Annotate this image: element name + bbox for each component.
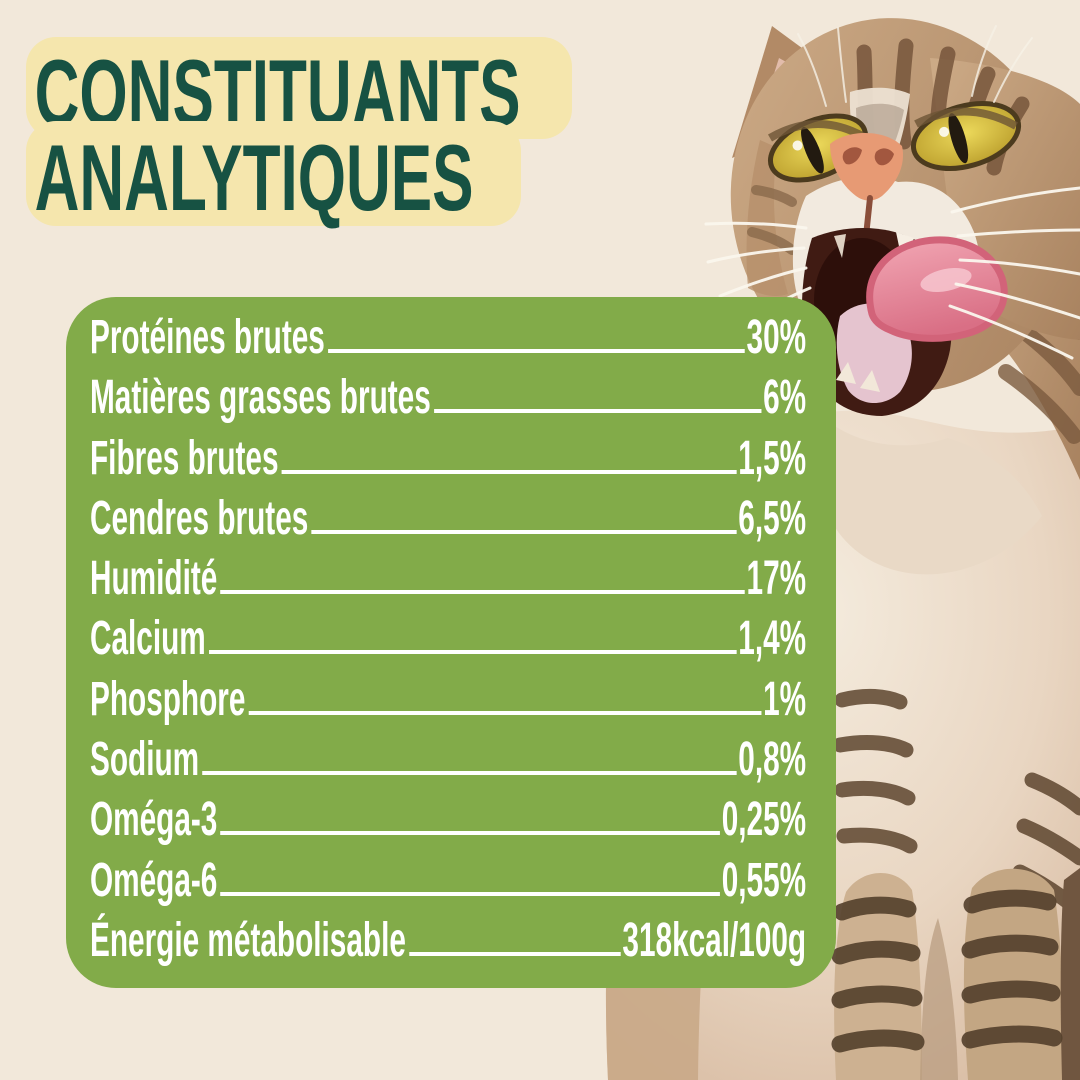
nutrient-row: Énergie métabolisable 318kcal/100g <box>90 913 807 967</box>
nutrient-value: 30% <box>746 311 807 364</box>
nutrient-row: Fibres brutes 1,5% <box>90 431 807 485</box>
nutrient-row: Humidité 17% <box>90 555 806 603</box>
nutrient-row: Cendres brutes 6,5% <box>90 491 807 545</box>
nutrient-row: Oméga-3 0,25% <box>90 796 806 844</box>
cat-nose <box>830 133 904 239</box>
nutrient-value: 6% <box>763 371 807 425</box>
nutrient-value: 6,5% <box>738 491 807 545</box>
nutrient-label: Énergie métabolisable <box>90 913 406 967</box>
nutrient-row: Protéines brutes 30% <box>90 314 806 362</box>
nutrient-label: Oméga-6 <box>90 853 218 907</box>
nutrient-label: Humidité <box>90 552 218 606</box>
rows: Protéines brutes 30% Matières grasses brut… <box>90 297 806 988</box>
nutrient-value: 17% <box>746 552 807 606</box>
nutrient-row: Phosphore 1% <box>90 672 807 726</box>
page-title-line2: ANALYTIQUES <box>34 124 474 230</box>
nutrient-label: Fibres brutes <box>90 431 279 485</box>
nutrient-value: 0,8% <box>738 733 807 787</box>
analytical-constituents-panel: Protéines brutes 30% Matières grasses brut… <box>66 297 836 988</box>
title-highlight-line2: ANALYTIQUES <box>26 121 521 226</box>
cat-tongue <box>866 236 1008 342</box>
nutrient-label: Cendres brutes <box>90 491 309 545</box>
flank-stripes <box>832 688 1080 918</box>
forehead-stripes <box>856 38 1030 176</box>
leader-line <box>220 590 745 595</box>
cat-left-eye <box>767 113 869 183</box>
nutrient-value: 318kcal/100g <box>622 913 807 967</box>
nutrient-row: Oméga-6 0,55% <box>90 853 807 907</box>
cat-legs <box>831 868 1080 1080</box>
nutrient-label: Phosphore <box>90 672 246 726</box>
nutrient-value: 1,5% <box>738 431 807 485</box>
leader-line <box>220 891 720 896</box>
nutrient-label: Protéines brutes <box>90 311 325 364</box>
leader-line <box>220 831 720 836</box>
nutrient-value: 1,4% <box>738 612 807 666</box>
nutrient-row: Matières grasses brutes 6% <box>90 374 806 422</box>
leader-line <box>433 409 762 414</box>
nutrient-value: 0,25% <box>721 793 807 847</box>
nutrient-label: Sodium <box>90 733 200 787</box>
leader-line <box>327 349 745 353</box>
cat-left-ear <box>732 26 870 158</box>
leader-line <box>311 529 737 534</box>
nutrient-value: 1% <box>763 672 807 726</box>
leader-line <box>208 650 737 655</box>
nutrient-value: 0,55% <box>721 853 807 907</box>
cat-right-eye <box>910 101 1022 171</box>
leader-line <box>202 771 737 776</box>
cat-tongue-underside <box>836 303 912 404</box>
nutrient-label: Calcium <box>90 612 206 666</box>
leader-line <box>281 469 737 474</box>
nutrient-label: Oméga-3 <box>90 793 218 847</box>
nutrient-label: Matières grasses brutes <box>90 371 431 425</box>
leader-line <box>248 710 762 715</box>
nutrient-row: Sodium 0,8% <box>90 736 806 784</box>
leader-line <box>408 951 621 956</box>
nutrient-row: Calcium 1,4% <box>90 615 806 663</box>
